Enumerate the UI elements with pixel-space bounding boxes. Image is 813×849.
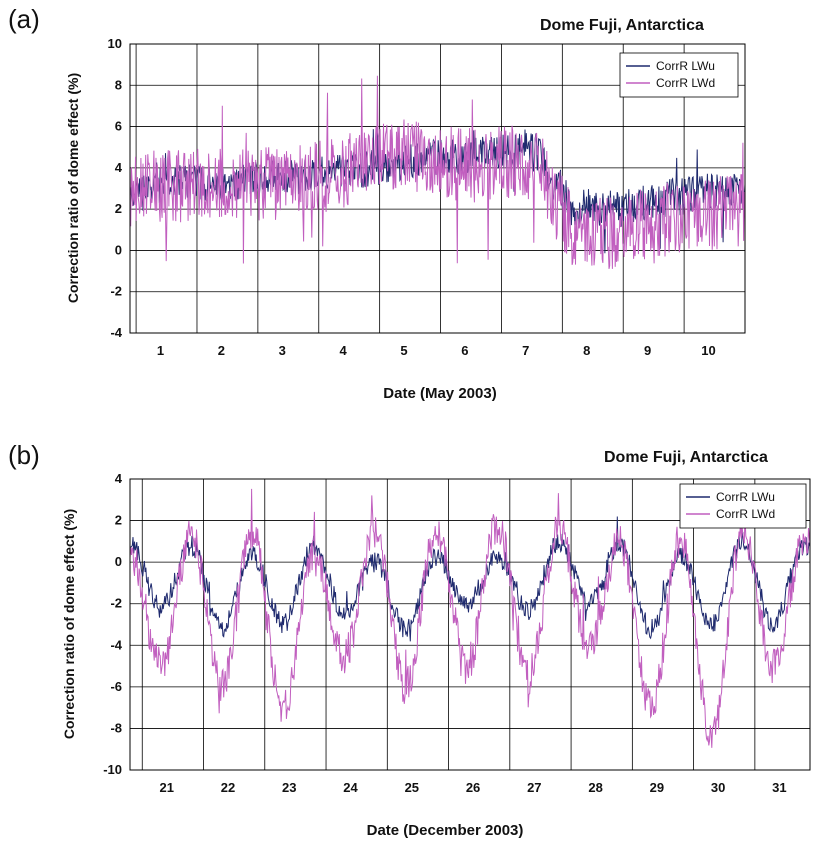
y-tick-label: 0	[115, 554, 122, 569]
legend-box	[619, 52, 739, 98]
x-tick-label: 9	[644, 343, 651, 358]
x-tick-label: 8	[583, 343, 590, 358]
panel-label-b: (b)	[8, 440, 40, 470]
x-axis-title-a: Date (May 2003)	[383, 385, 497, 402]
series-line-lwd	[129, 75, 746, 270]
legend: CorrR LWu CorrR LWd	[619, 52, 739, 98]
y-tick-label: 2	[115, 513, 122, 528]
x-tick-label: 25	[405, 780, 419, 795]
x-tick-label: 10	[701, 343, 715, 358]
y-tick-label: 4	[115, 160, 123, 175]
legend-label: CorrR LWu	[716, 490, 775, 504]
y-tick-label: -4	[110, 637, 122, 652]
y-tick-label: 2	[115, 201, 122, 216]
y-tick-label: 8	[115, 77, 122, 92]
legend-label: CorrR LWd	[716, 507, 775, 521]
y-tick-label: 6	[115, 119, 122, 134]
x-tick-label: 22	[221, 780, 235, 795]
y-tick-label: 10	[108, 36, 122, 51]
x-tick-label: 7	[522, 343, 529, 358]
y-axis-title: Correction ratio of dome effect (%)	[61, 509, 77, 739]
x-tick-label: 3	[279, 343, 286, 358]
y-axis-title: Correction ratio of dome effect (%)	[65, 73, 81, 303]
x-tick-label: 28	[588, 780, 602, 795]
y-tick-label: -2	[110, 284, 122, 299]
y-tick-label: -8	[110, 720, 122, 735]
x-tick-label: 31	[772, 780, 786, 795]
y-tick-label: -4	[110, 325, 122, 340]
legend-label: CorrR LWu	[656, 59, 715, 73]
x-tick-label: 2	[218, 343, 225, 358]
plot-area	[129, 478, 811, 771]
panel-label-a: (a)	[8, 4, 40, 34]
series-line-lwu	[129, 516, 811, 642]
x-tick-label: 27	[527, 780, 541, 795]
x-tick-label: 4	[340, 343, 348, 358]
legend-label: CorrR LWd	[656, 76, 715, 90]
y-tick-label: -2	[110, 596, 122, 611]
legend: CorrR LWu CorrR LWd	[679, 483, 807, 529]
legend-box	[679, 483, 807, 529]
x-tick-label: 1	[157, 343, 164, 358]
x-axis-title-b: Date (December 2003)	[366, 822, 524, 839]
x-tick-label: 30	[711, 780, 725, 795]
x-tick-label: 21	[160, 780, 174, 795]
site-title-a: Dome Fuji, Antarctica	[540, 17, 704, 34]
y-tick-label: 0	[115, 242, 122, 257]
x-tick-label: 26	[466, 780, 480, 795]
site-title-b: Dome Fuji, Antarctica	[604, 449, 768, 466]
x-tick-label: 24	[343, 780, 358, 795]
series-line-lwd	[129, 488, 811, 748]
x-tick-label: 23	[282, 780, 296, 795]
x-tick-label: 6	[461, 343, 468, 358]
x-tick-label: 5	[400, 343, 407, 358]
plot-area	[129, 43, 746, 334]
y-tick-label: -10	[103, 762, 122, 777]
x-tick-label: 29	[650, 780, 664, 795]
y-tick-label: -6	[110, 679, 122, 694]
y-tick-label: 4	[115, 471, 123, 486]
